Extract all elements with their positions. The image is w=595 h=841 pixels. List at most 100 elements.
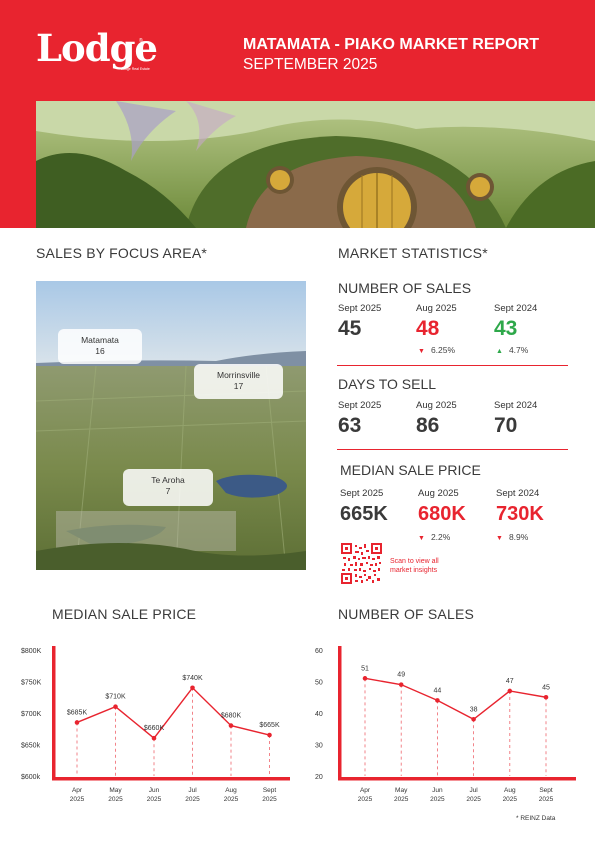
data-label: $665K [259,722,280,729]
price-change-year: ▼ 8.9% [496,532,529,542]
data-point [471,717,476,722]
y-tick-label: $650k [21,743,41,750]
x-tick-label-year: 2025 [358,796,373,803]
data-label: $660K [144,725,165,732]
down-arrow-icon: ▼ [418,348,425,355]
y-axis-line [338,646,342,778]
x-axis-line [338,777,576,781]
period-label: Aug 2025 [416,303,457,314]
data-point [543,694,549,700]
qr-code-icon[interactable] [341,543,382,584]
y-tick-label: $700K [21,711,42,718]
report-date: SEPTEMBER 2025 [243,56,378,73]
data-label: $685K [67,709,88,716]
x-tick-label-month: May [395,787,408,794]
x-tick-label-year: 2025 [466,796,481,803]
qr-caption-line: Scan to view all [390,558,439,565]
y-tick-label: 30 [315,743,323,750]
sales-by-area-title: SALES BY FOCUS AREA* [36,245,208,261]
data-point [507,688,513,694]
logo-subtext: Lodge Real Estate [121,67,150,71]
area-count: 7 [165,485,171,496]
period-label: Sept 2025 [340,488,384,499]
up-arrow-icon: ▲ [496,348,503,355]
data-label: 38 [470,706,478,713]
x-tick-label-month: Aug [504,787,516,794]
sales-value-current: 45 [338,317,362,340]
stats-divider [337,365,568,366]
area-count: 17 [233,380,244,391]
area-label-te-aroha: Te Aroha 7 [123,469,213,506]
lodge-logo: Lodge [36,26,158,70]
area-aerial-photo [36,281,306,570]
median-price-heading: MEDIAN SALE PRICE [340,462,481,478]
x-tick-label-year: 2025 [70,796,85,803]
y-tick-label: $600k [21,774,41,781]
stats-divider [337,449,568,450]
logo-registered-mark: ® [139,38,143,44]
x-tick-label-year: 2025 [430,796,445,803]
x-tick-label-year: 2025 [108,796,123,803]
x-tick-label-year: 2025 [185,796,200,803]
qr-caption: Scan to view all market insights [390,558,439,576]
area-label-morrinsville: Morrinsville 17 [194,364,283,399]
x-tick-label-year: 2025 [224,796,239,803]
period-label: Sept 2025 [338,400,382,411]
y-tick-label: $800K [21,648,42,655]
hero-photo [36,101,595,228]
x-tick-label-month: Jul [188,787,197,794]
down-arrow-icon: ▼ [496,535,503,542]
market-statistics-title: MARKET STATISTICS* [338,245,488,261]
x-tick-label-month: Jul [469,787,478,794]
number-of-sales-heading: NUMBER OF SALES [338,280,472,296]
period-label: Sept 2024 [494,303,538,314]
report-title: MATAMATA - PIAKO MARKET REPORT [243,36,539,53]
y-tick-label: 20 [315,774,323,781]
qr-caption-line: market insights [390,566,438,574]
area-label-matamata: Matamata 16 [58,329,142,364]
sales-value-prev-year: 43 [494,317,518,340]
x-tick-label-year: 2025 [394,796,409,803]
data-label: 51 [361,665,369,672]
data-point [435,698,440,703]
series-line [76,686,270,740]
y-tick-label: 40 [315,711,323,718]
x-axis-line [52,777,290,781]
data-point [151,735,157,741]
days-to-sell-heading: DAYS TO SELL [338,376,437,392]
period-label: Aug 2025 [418,488,459,499]
number-of-sales-chart: 20 30 40 50 60 51 49 44 38 47 45 Apr 2025 May 2025 Jun 2… [315,646,576,803]
sales-change-month: ▼ 6.25% [418,345,456,355]
series-line [364,677,547,721]
data-point [398,682,404,687]
price-value-prev-month: 680K [418,503,466,525]
data-point [362,676,368,681]
data-point [267,732,272,738]
median-price-chart-title: MEDIAN SALE PRICE [52,606,197,622]
x-tick-label-month: Sept [539,787,553,794]
x-tick-label-month: Apr [72,787,83,794]
data-point [190,685,195,691]
data-label: 47 [506,678,514,685]
data-point [74,720,80,725]
x-tick-label-month: Apr [360,787,371,794]
x-tick-label-year: 2025 [539,796,554,803]
price-change-month: ▼ 2.2% [418,532,451,542]
period-label: Sept 2024 [494,400,538,411]
period-label: Sept 2024 [496,488,540,499]
data-label: $680K [221,713,242,720]
x-tick-label-month: Jun [149,787,160,794]
sales-change-year: ▲ 4.7% [496,345,529,355]
y-tick-label: $750K [21,680,42,687]
price-value-prev-year: 730K [496,503,544,525]
x-tick-label-month: Jun [432,787,443,794]
x-tick-label-year: 2025 [147,796,162,803]
y-tick-label: 60 [315,648,323,655]
data-label: 45 [542,684,550,691]
data-point [113,704,118,709]
data-label: $740K [182,675,203,682]
x-tick-label-month: May [109,787,122,794]
data-label: $710K [105,694,126,701]
y-axis-line [52,646,56,778]
days-value-prev-year: 70 [494,414,518,437]
